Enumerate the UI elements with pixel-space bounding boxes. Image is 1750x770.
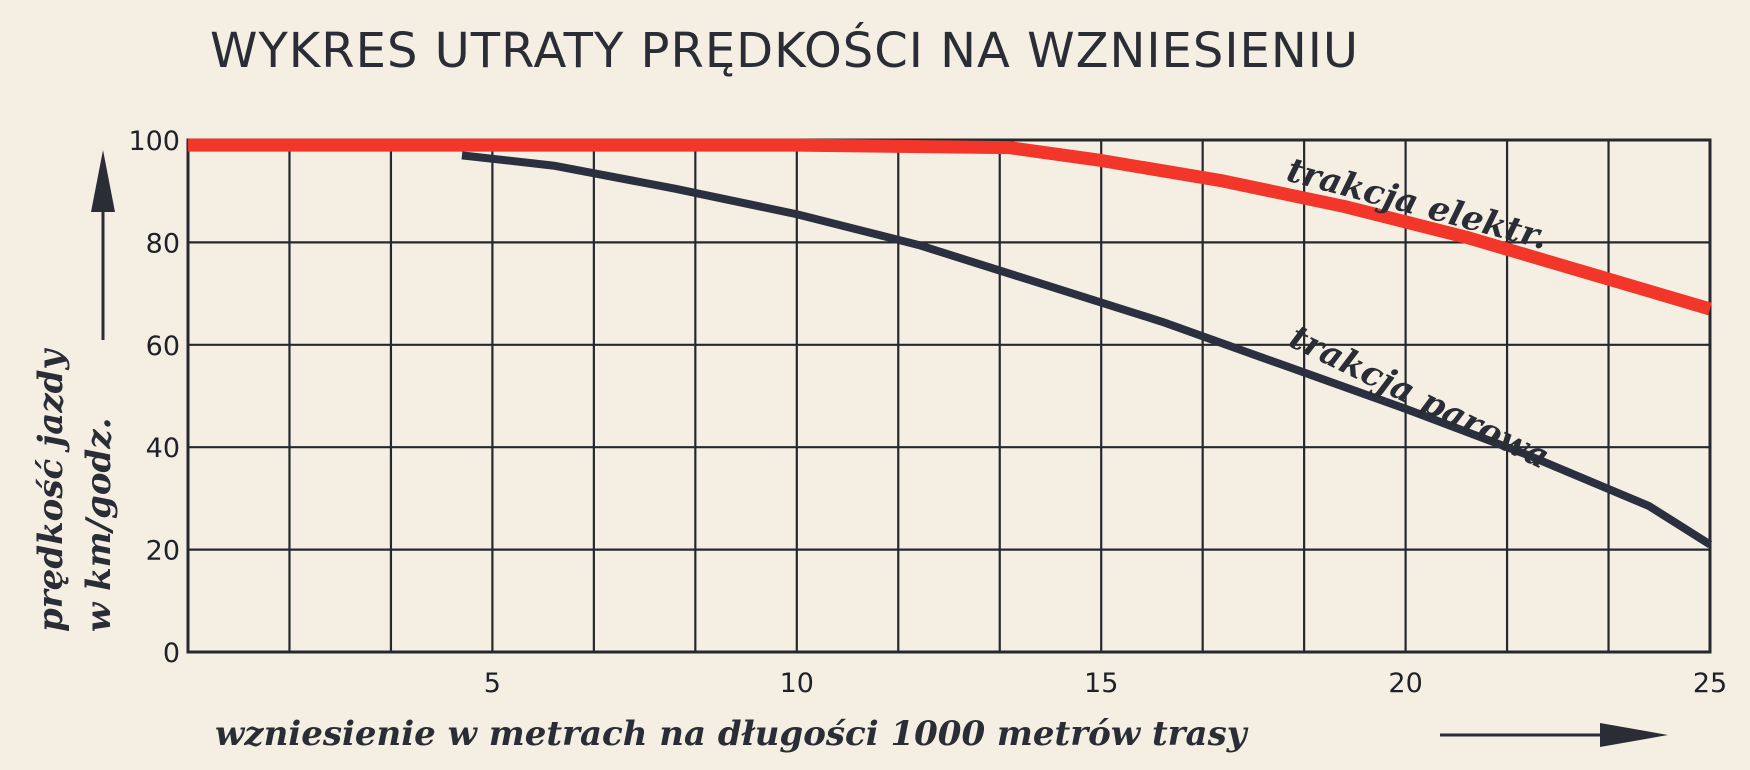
series-label-steam: trakcja parowa (1283, 317, 1556, 477)
y-tick-label: 60 (146, 331, 180, 362)
y-tick-label: 20 (146, 536, 180, 567)
plot-frame (186, 138, 1712, 654)
series-layer (188, 138, 1713, 548)
x-tick-label: 25 (1693, 668, 1727, 699)
y-tick-label: 100 (128, 126, 180, 157)
x-axis-arrow-head (1600, 723, 1668, 747)
x-tick-label: 15 (1084, 668, 1118, 699)
y-tick-label: 0 (163, 638, 180, 669)
y-tick-label: 40 (146, 433, 180, 464)
series-line-steam (461, 151, 1713, 548)
y-axis-label-line1: prędkość jazdy (31, 348, 71, 632)
x-axis-label: wzniesienie w metrach na długości 1000 m… (215, 714, 1668, 754)
chart-title: WYKRES UTRATY PRĘDKOŚCI NA WZNIESIENIU (210, 22, 1359, 79)
x-tick-label: 20 (1388, 668, 1422, 699)
y-axis-label-line2: w km/godz. (79, 418, 119, 632)
x-axis-label-text: wzniesienie w metrach na długości 1000 m… (215, 714, 1249, 754)
x-tick-label: 5 (484, 668, 501, 699)
series-labels: trakcja elektr. trakcja parowa (1283, 150, 1556, 477)
y-tick-labels: 0 20 40 60 80 100 (128, 126, 180, 669)
x-tick-label: 10 (780, 668, 814, 699)
series-line-electric (188, 138, 1712, 316)
x-tick-labels: 5 10 15 20 25 (484, 668, 1727, 699)
y-tick-label: 80 (146, 228, 180, 259)
y-axis-label: prędkość jazdy w km/godz. (31, 150, 119, 632)
y-axis-arrow-head (91, 150, 115, 212)
